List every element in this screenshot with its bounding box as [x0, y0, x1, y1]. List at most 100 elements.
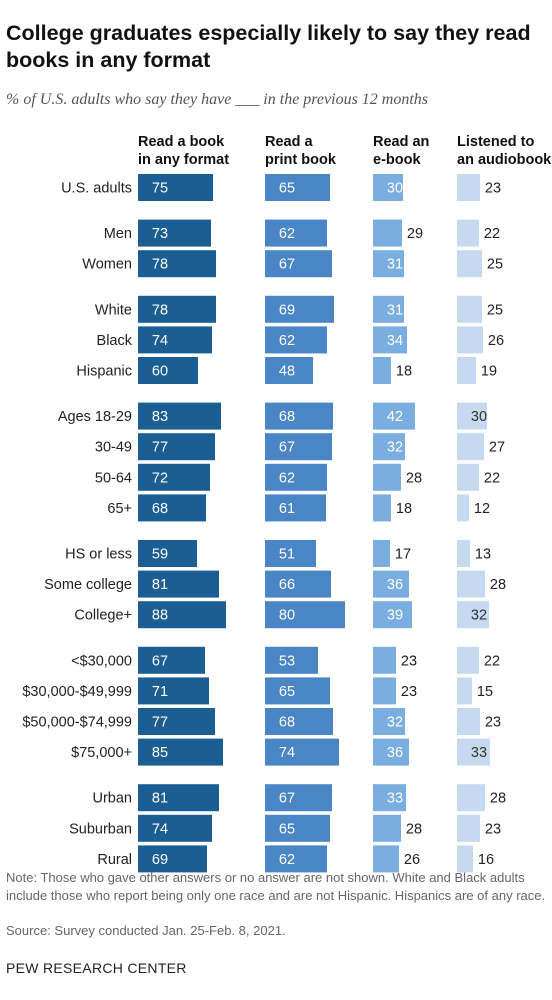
chart-note: Note: Those who gave other answers or no… — [6, 870, 546, 903]
bar — [265, 845, 327, 873]
data-label: 18 — [396, 501, 412, 517]
bar — [457, 250, 482, 278]
data-label: 22 — [484, 653, 500, 669]
data-label: 72 — [152, 470, 168, 486]
data-label: 17 — [395, 547, 411, 563]
bar — [457, 814, 480, 842]
data-label: 71 — [152, 684, 168, 700]
category-label: Hispanic — [76, 364, 132, 380]
data-label: 66 — [279, 577, 295, 593]
bar — [138, 402, 221, 430]
bar — [138, 646, 205, 674]
data-label: 78 — [152, 257, 168, 273]
data-label: 25 — [487, 257, 503, 273]
category-label: White — [95, 302, 132, 318]
data-label: 69 — [152, 852, 168, 868]
bar — [373, 357, 391, 384]
data-label: 31 — [387, 302, 403, 318]
data-label: 32 — [387, 715, 403, 731]
data-label: 18 — [396, 364, 412, 380]
category-label: U.S. adults — [61, 181, 132, 197]
chart-title: College graduates especially likely to s… — [6, 21, 531, 72]
category-label: Ages 18-29 — [58, 409, 132, 425]
bar — [265, 357, 313, 384]
bar — [457, 463, 479, 491]
data-label: 32 — [471, 608, 487, 624]
bar — [373, 601, 412, 629]
data-label: 28 — [490, 791, 506, 807]
bar — [265, 295, 334, 323]
data-label: 23 — [485, 821, 501, 837]
bar — [265, 219, 327, 247]
bar — [457, 326, 483, 354]
data-label: 28 — [406, 470, 422, 486]
bar — [457, 295, 482, 323]
data-label: 77 — [152, 440, 168, 456]
column-header-audiobook: Listened to an audiobook — [457, 134, 552, 168]
bar — [373, 708, 405, 735]
data-label: 65 — [279, 181, 295, 197]
category-label: $30,000-$49,999 — [22, 684, 132, 700]
data-label: 30 — [471, 409, 487, 425]
bar — [265, 738, 339, 766]
data-label: 48 — [279, 364, 295, 380]
bar — [265, 463, 327, 491]
data-label: 23 — [485, 715, 501, 731]
column-header-any-format: Read a book in any format — [138, 134, 230, 168]
category-label: Some college — [44, 577, 132, 593]
data-label: 68 — [279, 409, 295, 425]
data-label: 61 — [279, 501, 295, 517]
bar — [265, 646, 318, 674]
bar — [457, 174, 480, 201]
organization-name: PEW RESEARCH CENTER — [6, 960, 187, 976]
category-label: Men — [104, 226, 132, 242]
bar — [373, 402, 415, 430]
bar — [373, 219, 402, 247]
bar — [265, 708, 333, 735]
data-label: 85 — [152, 745, 168, 761]
data-label: 22 — [484, 226, 500, 242]
data-label: 29 — [407, 226, 423, 242]
data-label: 19 — [481, 364, 497, 380]
bar — [457, 784, 485, 812]
category-label: <$30,000 — [71, 653, 132, 669]
data-label: 23 — [401, 684, 417, 700]
data-label: 32 — [387, 440, 403, 456]
data-label: 22 — [484, 470, 500, 486]
column-header-e-book: Read an e-book — [373, 134, 430, 168]
data-label: 31 — [387, 257, 403, 273]
chart-subtitle: % of U.S. adults who say they have ___ i… — [6, 91, 429, 108]
data-label: 12 — [474, 501, 490, 517]
data-label: 36 — [387, 577, 403, 593]
bar — [373, 646, 396, 674]
category-label: 30-49 — [95, 440, 132, 456]
bar — [138, 174, 213, 201]
data-label: 74 — [152, 821, 168, 837]
category-label: $50,000-$74,999 — [22, 715, 132, 731]
bar — [373, 326, 407, 354]
bar — [138, 708, 215, 735]
data-label: 26 — [404, 852, 420, 868]
data-label: 28 — [490, 577, 506, 593]
data-label: 62 — [279, 852, 295, 868]
bar — [457, 601, 489, 629]
bar — [373, 784, 406, 812]
bar — [373, 677, 396, 705]
bar — [373, 494, 391, 522]
data-label: 39 — [387, 608, 403, 624]
data-label: 36 — [387, 745, 403, 761]
bar — [457, 494, 469, 522]
bar — [138, 540, 197, 567]
category-label: 50-64 — [95, 470, 132, 486]
bar — [138, 784, 219, 812]
data-label: 81 — [152, 577, 168, 593]
category-label: Suburban — [69, 821, 132, 837]
data-label: 69 — [279, 302, 295, 318]
data-label: 26 — [488, 333, 504, 349]
bar — [373, 295, 404, 323]
bar — [373, 738, 409, 766]
bar — [457, 845, 473, 873]
bar — [265, 677, 330, 705]
data-label: 34 — [387, 333, 403, 349]
bar — [373, 433, 405, 461]
